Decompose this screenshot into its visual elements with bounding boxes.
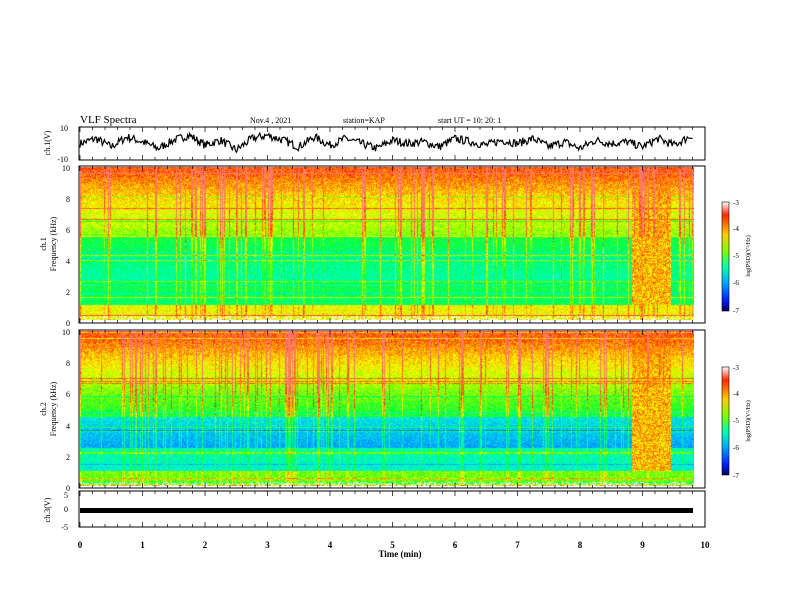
- ch1-ytick-top: 10: [60, 124, 68, 133]
- ch2-spectrogram-frame: [78, 329, 706, 489]
- ch3-voltage-frame: [78, 490, 706, 528]
- time-tick-label: 0: [78, 540, 83, 550]
- time-tick-label: 2: [203, 540, 208, 550]
- time-tick-label: 7: [515, 540, 520, 550]
- time-tick-label: 8: [578, 540, 583, 550]
- start-ut-label: start UT = 10: 20: 1: [438, 116, 501, 125]
- ch2-spectrogram-image: [80, 331, 694, 486]
- ch2-cb-tick-m7: -7: [733, 472, 739, 480]
- ch1-voltage-frame: [78, 126, 706, 161]
- ch3-voltage-trace: [80, 508, 693, 513]
- ch2-spec-ytick-4: 4: [66, 422, 70, 431]
- ch1-spec-ytick-2: 2: [66, 288, 70, 297]
- ch2-spectrogram-ylabel: ch.2Frequency (kHz): [39, 381, 58, 436]
- figure-title: VLF Spectra: [80, 114, 137, 126]
- time-tick-label: 10: [701, 540, 711, 550]
- ch1-voltage-panel: 10 -10 ch.1(V): [43, 124, 706, 164]
- ch2-cb-tick-m3: -3: [733, 364, 739, 372]
- ch1-voltage-ylabel: ch.1(V): [43, 130, 52, 155]
- time-tick-label: 1: [140, 540, 145, 550]
- ch1-colorbar: -3 -4 -5 -6 -7 log(PSD)(V²/Hz): [721, 199, 752, 315]
- time-tick-label: 3: [265, 540, 270, 550]
- station-label: station=KAP: [343, 116, 385, 125]
- ch2-colorbar-bar: [721, 366, 730, 476]
- ch3-ytick-mid: 0: [64, 505, 68, 514]
- ch2-spec-ytick-10: 10: [62, 328, 70, 337]
- ch1-spec-ytick-6: 6: [66, 226, 70, 235]
- time-tick-label: 4: [328, 540, 333, 550]
- ch1-spec-ytick-4: 4: [66, 257, 70, 266]
- ch3-voltage-panel: 5 0 -5 ch.3(V) 0 1 2 3 4 5 6 7 8 9 10 Time (min): [43, 490, 711, 559]
- ch1-spec-ytick-8: 8: [66, 195, 70, 204]
- ch2-cb-tick-m5: -5: [733, 417, 739, 425]
- ch3-ytick-top: 5: [64, 491, 68, 500]
- ch1-spec-ytick-10: 10: [62, 164, 70, 173]
- ch1-cb-tick-m4: -4: [733, 225, 739, 233]
- ch2-cb-tick-m6: -6: [733, 444, 739, 452]
- ch1-spectrogram-ylabel: ch.1Frequency (kHz): [39, 216, 58, 271]
- ch2-spec-ytick-8: 8: [66, 359, 70, 368]
- ch1-cb-tick-m7: -7: [733, 307, 739, 315]
- time-tick-label: 9: [640, 540, 645, 550]
- ch1-cb-tick-m6: -6: [733, 279, 739, 287]
- ch1-colorbar-label: log(PSD)(V²/Hz): [745, 235, 752, 276]
- ch3-voltage-ylabel: ch.3(V): [43, 497, 52, 522]
- ch2-spec-ytick-0: 0: [66, 484, 70, 493]
- time-tick-label: 6: [453, 540, 458, 550]
- ch2-spec-ytick-6: 6: [66, 390, 70, 399]
- ch1-voltage-trace: [79, 131, 693, 154]
- ch1-ytick-bottom: -10: [57, 155, 68, 164]
- ch1-cb-tick-m5: -5: [733, 252, 739, 260]
- time-axis-label: Time (min): [378, 549, 421, 559]
- ch2-cb-tick-m4: -4: [733, 390, 739, 398]
- ch1-spectrogram-frame: [78, 165, 706, 324]
- ch1-spectrogram-panel: 0 2 4 6 8 10 ch.1Frequency (kHz): [39, 164, 706, 328]
- ch1-cb-tick-m3: -3: [733, 199, 739, 207]
- ch3-ytick-bottom: -5: [61, 523, 68, 532]
- ch2-spec-ytick-2: 2: [66, 453, 70, 462]
- ch1-spectrogram-image: [80, 167, 694, 320]
- ch1-spec-ytick-0: 0: [66, 319, 70, 328]
- ch2-spectrogram-panel: 0 2 4 6 8 10 ch.2Frequency (kHz): [39, 328, 706, 493]
- time-tick-label: 5: [390, 540, 395, 550]
- ch2-colorbar-label: log(PSD)(V²/Hz): [745, 400, 752, 441]
- ch1-colorbar-bar: [721, 201, 730, 312]
- date-label: Nov.4 , 2021: [250, 116, 291, 125]
- ch2-colorbar: -3 -4 -5 -6 -7 log(PSD)(V²/Hz): [721, 364, 752, 480]
